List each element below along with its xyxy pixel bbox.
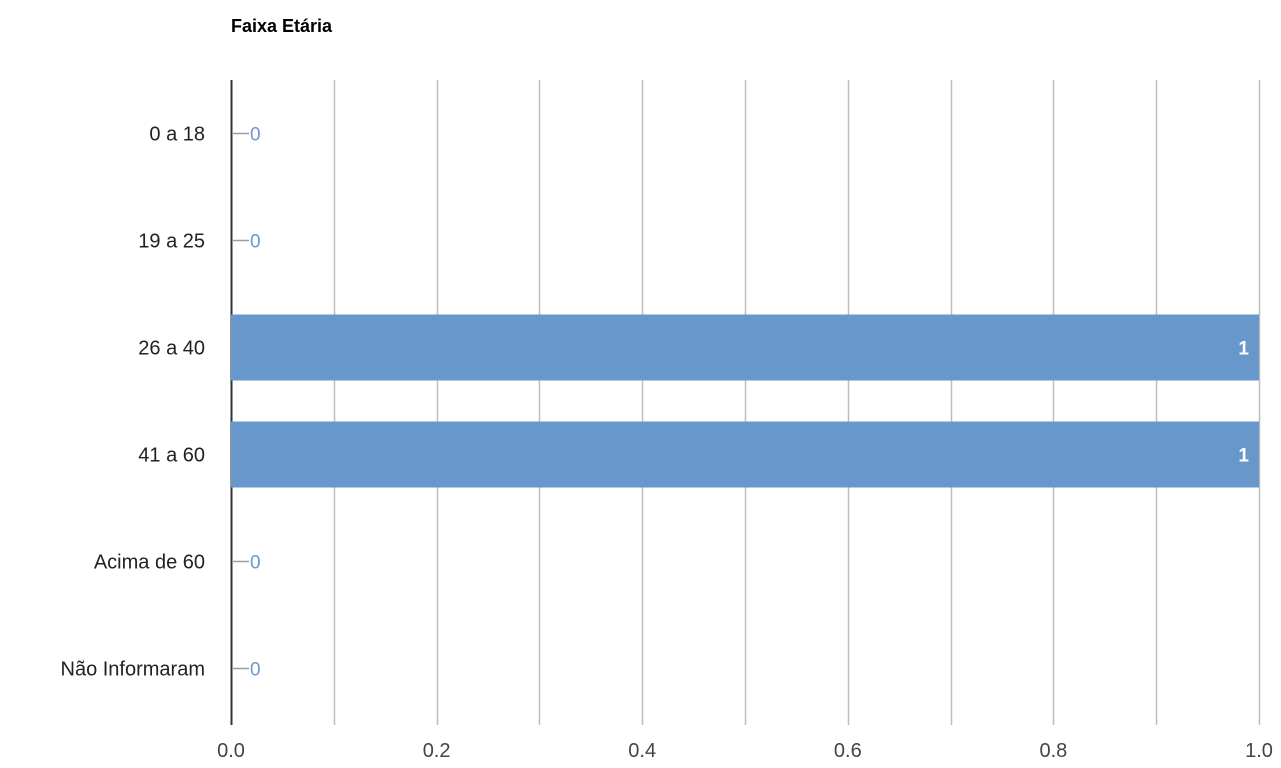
gridlines [230, 80, 1261, 725]
data-label: 1 [1238, 446, 1249, 467]
data-label: 0 [250, 553, 261, 574]
x-tick-label: 0.0 [217, 740, 245, 762]
x-tick-label: 0.2 [423, 740, 451, 762]
data-label: 0 [250, 232, 261, 253]
category-label: Acima de 60 [94, 552, 205, 574]
x-tick-label: 1.0 [1245, 740, 1273, 762]
category-label: Não Informaram [61, 659, 206, 681]
x-tick-label: 0.8 [1039, 740, 1067, 762]
bar [231, 314, 1259, 381]
x-axis-tick-labels: 0.0 0.2 0.4 0.6 0.8 1.0 [217, 740, 1273, 762]
category-label: 41 a 60 [138, 445, 205, 467]
category-label: 0 a 18 [149, 124, 205, 146]
bar [231, 421, 1259, 488]
category-labels: 0 a 18 19 a 25 26 a 40 41 a 60 Acima de 60 Nã… [61, 124, 206, 681]
x-tick-label: 0.4 [628, 740, 656, 762]
category-label: 26 a 40 [138, 338, 205, 360]
data-label: 0 [250, 660, 261, 681]
data-label: 1 [1238, 339, 1249, 360]
data-label: 0 [250, 125, 261, 146]
x-tick-label: 0.6 [834, 740, 862, 762]
bars [231, 314, 1259, 488]
chart-title: Faixa Etária [231, 16, 333, 36]
data-labels: 0 0 1 1 0 0 [232, 125, 1249, 681]
category-label: 19 a 25 [138, 231, 205, 253]
